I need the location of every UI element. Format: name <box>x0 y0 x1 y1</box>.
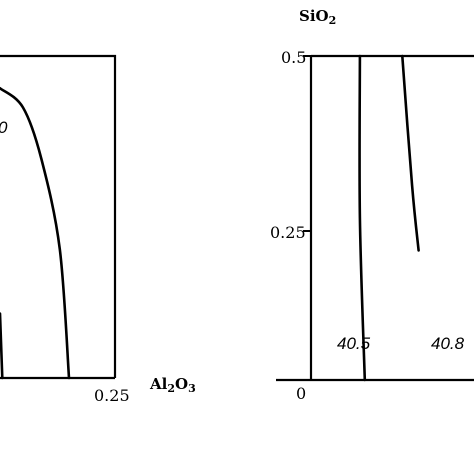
right-y-tick-label-0: 0 <box>296 384 306 403</box>
left-x-axis-title: Al2O3 <box>149 375 196 395</box>
right-panel: SiO2 0.5 0.25 0 40.5 40.8 <box>270 7 474 403</box>
left-contour-line-inner <box>0 312 4 380</box>
right-contour-label-40-8: 40.8 <box>431 334 465 353</box>
right-y-tick-label-0-25: 0.25 <box>270 223 306 242</box>
left-x-tick-label: 0.25 <box>94 386 130 405</box>
right-contour-line-40-5 <box>358 54 367 382</box>
left-panel-frame <box>0 54 117 378</box>
right-contour-line-40-8 <box>401 54 420 252</box>
right-y-tick-label-0-5: 0.5 <box>281 48 306 67</box>
right-y-axis-title: SiO2 <box>299 7 336 27</box>
right-contour-label-40-5: 40.5 <box>337 334 371 353</box>
left-contour-line-outer <box>0 86 71 380</box>
left-panel: 0 0.25 Al2O3 <box>0 54 196 405</box>
left-contour-label: 0 <box>0 118 8 137</box>
